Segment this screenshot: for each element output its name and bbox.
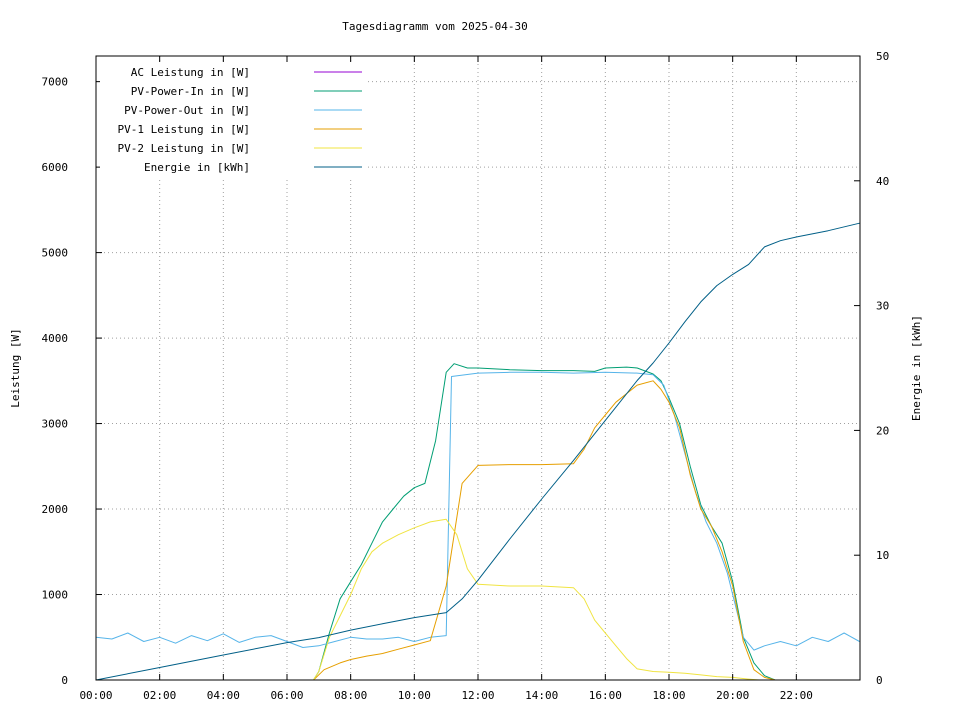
x-tick-label: 00:00 xyxy=(79,689,112,702)
y-tick-label: 0 xyxy=(61,674,68,687)
x-tick-label: 14:00 xyxy=(525,689,558,702)
y-axis-label: Leistung [W] xyxy=(9,328,22,407)
x-tick-label: 08:00 xyxy=(334,689,367,702)
y-tick-label: 2000 xyxy=(42,503,69,516)
y2-tick-label: 10 xyxy=(876,549,889,562)
legend-label: AC Leistung in [W] xyxy=(131,66,250,79)
x-tick-label: 16:00 xyxy=(589,689,622,702)
legend-label: PV-Power-In in [W] xyxy=(131,85,250,98)
x-tick-label: 10:00 xyxy=(398,689,431,702)
legend-label: Energie in [kWh] xyxy=(144,161,250,174)
legend-label: PV-Power-Out in [W] xyxy=(124,104,250,117)
legend: AC Leistung in [W] PV-Power-In in [W] PV-P… xyxy=(100,62,366,180)
legend-label: PV-2 Leistung in [W] xyxy=(118,142,250,155)
chart-title: Tagesdiagramm vom 2025-04-30 xyxy=(342,20,527,33)
y2-tick-label: 20 xyxy=(876,424,889,437)
series-line-4 xyxy=(313,380,776,681)
series-line-5 xyxy=(313,518,760,681)
x-tick-label: 06:00 xyxy=(270,689,303,702)
y-tick-label: 5000 xyxy=(42,247,69,260)
series-layer xyxy=(95,222,860,681)
y2-tick-label: 30 xyxy=(876,300,889,313)
x-tick-label: 18:00 xyxy=(652,689,685,702)
y-tick-label: 4000 xyxy=(42,332,69,345)
x-tick-label: 04:00 xyxy=(207,689,240,702)
series-line-3 xyxy=(95,371,860,651)
series-line-6 xyxy=(95,222,860,681)
legend-background xyxy=(100,62,366,180)
y2-axis-label: Energie in [kWh] xyxy=(910,315,923,421)
legend-label: PV-1 Leistung in [W] xyxy=(118,123,250,136)
x-tick-label: 22:00 xyxy=(780,689,813,702)
y2-tick-label: 0 xyxy=(876,674,883,687)
y2-tick-label: 50 xyxy=(876,50,889,63)
y-tick-label: 6000 xyxy=(42,161,69,174)
x-tick-label: 02:00 xyxy=(143,689,176,702)
y-tick-label: 1000 xyxy=(42,589,69,602)
y-tick-label: 7000 xyxy=(42,76,69,89)
y-tick-label: 3000 xyxy=(42,418,69,431)
y2-tick-label: 40 xyxy=(876,175,889,188)
axis-ticks: 00:00 02:00 04:00 06:00 08:00 10:00 12:00 14:00… xyxy=(42,50,890,702)
x-tick-label: 20:00 xyxy=(716,689,749,702)
x-tick-label: 12:00 xyxy=(461,689,494,702)
